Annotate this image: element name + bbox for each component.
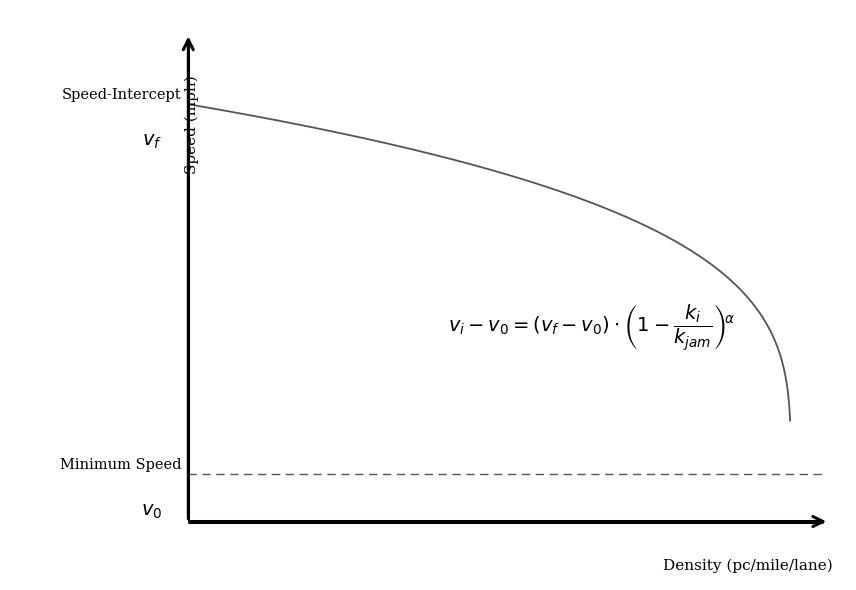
Text: Density (pc/mile/lane): Density (pc/mile/lane)	[663, 559, 832, 573]
Text: Speed-Intercept: Speed-Intercept	[62, 88, 181, 102]
Text: $v_i - v_0 = \left(v_f - v_0\right) \cdot \left(1 - \dfrac{k_i}{k_{jam}}\right)^: $v_i - v_0 = \left(v_f - v_0\right) \cdo…	[448, 303, 735, 353]
Text: Speed (mph): Speed (mph)	[184, 76, 199, 175]
Text: $v_0$: $v_0$	[141, 503, 163, 521]
Text: $v_f$: $v_f$	[142, 133, 163, 151]
Text: Minimum Speed: Minimum Speed	[60, 458, 181, 472]
